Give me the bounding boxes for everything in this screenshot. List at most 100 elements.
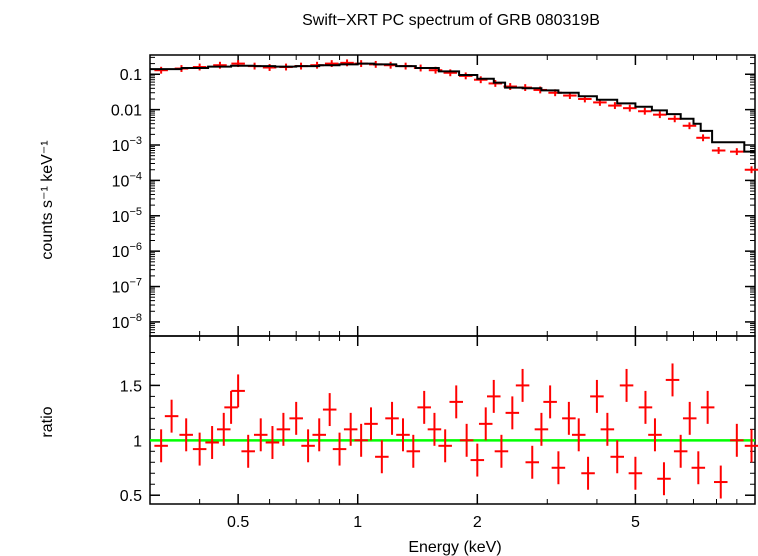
data-point [744, 429, 758, 463]
y-tick-label: 10−8 [112, 312, 142, 332]
data-point [619, 368, 634, 402]
y-tick-label: 10−5 [112, 206, 142, 226]
data-point [265, 426, 280, 459]
data-point [427, 412, 442, 446]
y-tick-label: 10−7 [112, 277, 142, 297]
data-points [154, 59, 758, 174]
data-point [700, 390, 715, 424]
data-point [667, 115, 682, 123]
x-tick-label: 2 [473, 514, 482, 531]
y-tick-label: 0.1 [120, 67, 142, 84]
x-axis-label: Energy (keV) [408, 539, 501, 556]
data-point [154, 429, 168, 463]
data-point [505, 396, 520, 430]
data-point [289, 401, 303, 435]
data-point [473, 76, 488, 84]
y-tick-label: 10−3 [112, 135, 142, 155]
data-point [608, 102, 622, 110]
data-point [322, 393, 337, 427]
data-point [534, 412, 549, 446]
ratio-panel: 0.5 1 1.5 [120, 335, 758, 505]
data-point [744, 166, 758, 174]
data-point [638, 390, 653, 424]
data-point [590, 379, 604, 413]
data-point [515, 368, 530, 402]
data-point [665, 363, 680, 397]
data-point [312, 418, 326, 452]
data-point [396, 418, 410, 452]
data-point [711, 147, 726, 154]
data-point [653, 111, 667, 119]
data-point [154, 66, 168, 74]
data-point [470, 443, 485, 477]
data-point [730, 423, 744, 457]
data-point [571, 418, 586, 452]
data-point [231, 374, 245, 408]
data-point [628, 456, 643, 490]
data-point [551, 451, 566, 485]
data-point [438, 429, 452, 463]
data-point [301, 429, 315, 463]
data-point [648, 418, 662, 452]
data-point [682, 122, 697, 130]
y-axis-label-ratio: ratio [39, 406, 56, 437]
x-axis: 0.5 1 2 5 [227, 514, 640, 531]
plot-frame [149, 335, 756, 505]
data-point [364, 407, 378, 441]
data-point [253, 418, 268, 452]
data-point [525, 445, 540, 479]
data-point [691, 451, 706, 485]
chart-title: Swift−XRT PC spectrum of GRB 080319B [302, 12, 600, 29]
data-point [562, 401, 576, 435]
data-point [354, 423, 368, 457]
data-point [682, 401, 697, 435]
data-point [494, 434, 509, 468]
y-tick-label: 1 [133, 433, 142, 450]
x-tick-label: 5 [631, 514, 640, 531]
data-point [638, 107, 652, 115]
model-step-line [150, 62, 755, 153]
y-tick-label: 0.01 [111, 103, 142, 120]
data-point [623, 104, 637, 112]
data-point [192, 432, 207, 466]
data-point [730, 148, 744, 156]
data-point [213, 61, 227, 69]
data-point [385, 401, 399, 435]
data-point [241, 434, 255, 468]
data-point [205, 426, 219, 459]
y-axis-label-spectrum: counts s⁻¹ keV⁻¹ [39, 140, 56, 259]
plot-frame [149, 54, 756, 337]
data-point [581, 456, 595, 490]
data-point [543, 385, 557, 419]
data-point [673, 434, 688, 468]
y-tick-label: 10−4 [112, 170, 142, 190]
spectrum-panel: 0.1 0.01 10−3 10−4 10−5 10−6 10−7 10−8 [111, 54, 758, 337]
x-tick-label: 0.5 [227, 514, 249, 531]
data-point [486, 379, 501, 413]
data-point [375, 440, 389, 474]
data-point [332, 432, 347, 466]
data-point [600, 412, 615, 446]
x-tick-label: 1 [353, 514, 362, 531]
y-tick-label: 1.5 [120, 378, 142, 395]
y-tick-label: 0.5 [120, 488, 142, 505]
data-point [417, 390, 431, 424]
data-points [154, 363, 758, 499]
data-point [179, 418, 193, 452]
data-point [164, 399, 179, 433]
data-point [449, 385, 464, 419]
data-point [276, 412, 291, 446]
data-point [216, 412, 231, 446]
data-point [406, 434, 421, 468]
data-point [657, 462, 671, 496]
y-tick-label: 10−6 [112, 241, 142, 261]
data-point [443, 69, 458, 77]
data-point [610, 440, 624, 474]
data-point [713, 465, 728, 499]
data-point [459, 423, 474, 457]
data-point [696, 134, 710, 142]
data-point [478, 407, 493, 441]
data-point [343, 412, 358, 446]
data-point [224, 390, 238, 424]
